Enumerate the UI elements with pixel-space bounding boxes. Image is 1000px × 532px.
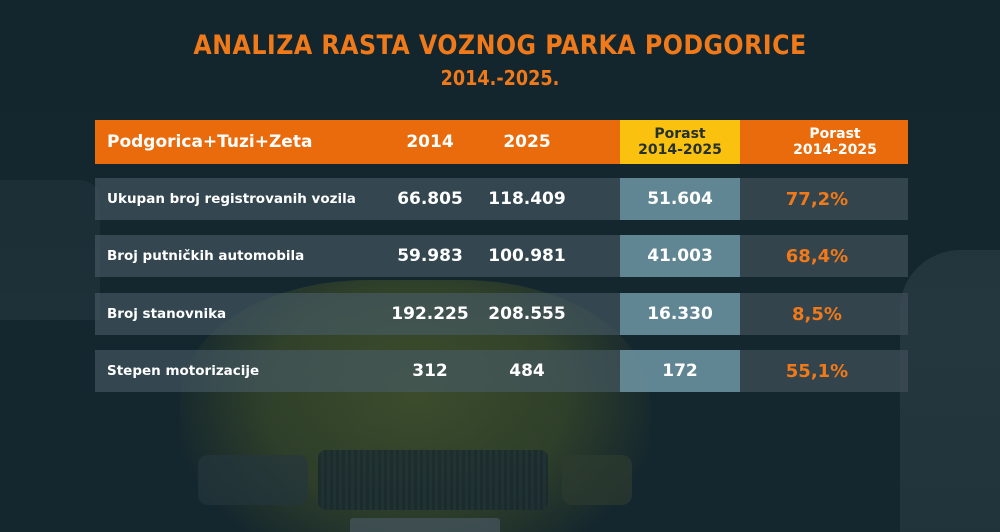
cell-2014: 59.983	[397, 246, 463, 266]
cell-growth: 51.604	[620, 178, 740, 220]
table-row: Broj stanovnika 192.225 208.555 16.330 8…	[95, 293, 908, 335]
table-header: Podgorica+Tuzi+Zeta 2014 2025 Porast 201…	[95, 120, 908, 164]
header-growth-abs: Porast 2014-2025	[620, 120, 740, 164]
cell-2025: 484	[509, 361, 545, 381]
cell-growth: 41.003	[620, 235, 740, 277]
growth-pct-value: 77,2%	[785, 188, 849, 210]
header-growth-abs-line1: Porast	[654, 126, 706, 142]
header-2025: 2025	[503, 132, 551, 152]
header-growth-pct-line2: 2014-2025	[793, 142, 877, 158]
cell-2014: 66.805	[397, 189, 463, 209]
header-growth-abs-line2: 2014-2025	[638, 142, 722, 158]
data-table: Podgorica+Tuzi+Zeta 2014 2025 Porast 201…	[95, 120, 908, 392]
table-row: Broj putničkih automobila 59.983 100.981…	[95, 235, 908, 277]
page-subtitle: 2014.-2025.	[440, 66, 560, 90]
table-row: Stepen motorizacije 312 484 172 55,1%	[95, 350, 908, 392]
cell-2025: 208.555	[488, 304, 566, 324]
row-label: Stepen motorizacije	[107, 363, 260, 379]
cell-growth: 16.330	[620, 293, 740, 335]
cell-growth-pct: 8,5%	[740, 293, 908, 335]
cell-growth-pct: 55,1%	[740, 350, 908, 392]
cell-2014: 312	[412, 361, 448, 381]
row-label: Broj putničkih automobila	[107, 248, 305, 264]
cell-2025: 100.981	[488, 246, 566, 266]
row-label: Broj stanovnika	[107, 306, 227, 322]
table-row: Ukupan broj registrovanih vozila 66.805 …	[95, 178, 908, 220]
cell-2014: 192.225	[391, 304, 469, 324]
page-title: ANALIZA RASTA VOZNOG PARKA PODGORICE	[193, 30, 807, 61]
row-label: Ukupan broj registrovanih vozila	[107, 191, 356, 207]
growth-pct-value: 55,1%	[785, 360, 849, 382]
growth-pct-value: 68,4%	[785, 245, 849, 267]
growth-pct-value: 8,5%	[792, 303, 842, 325]
cell-growth-pct: 68,4%	[740, 235, 908, 277]
cell-2025: 118.409	[488, 189, 566, 209]
header-region: Podgorica+Tuzi+Zeta	[107, 132, 313, 152]
header-growth-pct-line1: Porast	[809, 126, 861, 142]
cell-growth: 172	[620, 350, 740, 392]
header-2014: 2014	[406, 132, 454, 152]
cell-growth-pct: 77,2%	[740, 178, 908, 220]
header-growth-pct: Porast 2014-2025	[775, 120, 895, 164]
